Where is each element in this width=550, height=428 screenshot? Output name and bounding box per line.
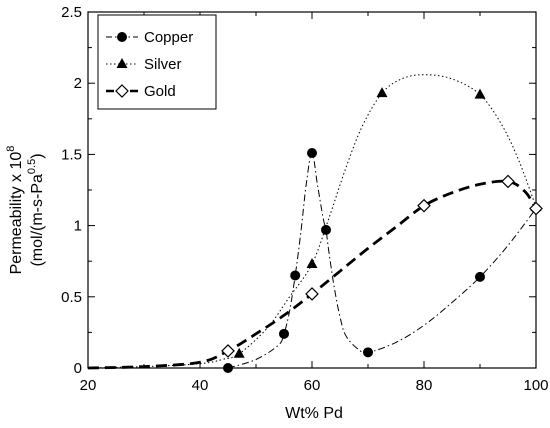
gold-series-line	[87, 179, 538, 370]
x-tick-labels: 20 40 60 80 100	[80, 377, 549, 394]
gold-point	[417, 198, 431, 213]
y-tick-label: 1.5	[61, 146, 82, 163]
legend: Copper Silver Gold	[97, 14, 217, 110]
x-tick-label: 20	[80, 377, 97, 394]
copper-point	[475, 271, 485, 282]
x-tick-label: 100	[523, 377, 548, 394]
y-tick-label: 0	[74, 360, 82, 377]
legend-gold-label: Gold	[144, 83, 176, 100]
copper-point	[223, 363, 233, 373]
x-axis-title: Wt% Pd	[285, 405, 343, 422]
silver-point	[233, 347, 245, 358]
y-axis-title-line1: Permeability x 108	[5, 146, 25, 275]
gold-point	[529, 201, 543, 216]
data-markers	[221, 87, 543, 373]
copper-point	[279, 328, 289, 339]
legend-silver-marker	[116, 58, 128, 68]
silver-series-line	[87, 74, 537, 369]
silver-point	[306, 258, 318, 269]
y-tick-label: 1	[74, 218, 82, 235]
legend-copper-label: Copper	[144, 29, 193, 46]
copper-point	[321, 224, 331, 235]
y-axis-title: Permeability x 108 (mol/(m-s-Pa0.5)	[5, 146, 46, 275]
legend-gold-marker	[115, 84, 129, 98]
x-tick-label: 60	[304, 377, 321, 394]
x-tick-label: 40	[192, 377, 209, 394]
copper-point	[363, 347, 373, 358]
gold-point	[305, 287, 319, 301]
copper-series-line	[227, 152, 537, 369]
gold-point	[501, 174, 515, 189]
y-tick-label: 2.5	[61, 4, 82, 21]
y-tick-labels: 0 0.5 1 1.5 2 2.5	[61, 4, 82, 377]
copper-point	[307, 147, 317, 158]
silver-point	[474, 88, 486, 99]
copper-point	[290, 270, 301, 281]
legend-silver-label: Silver	[144, 56, 182, 73]
y-axis-title-line2: (mol/(m-s-Pa0.5)	[26, 153, 46, 266]
y-tick-label: 0.5	[61, 289, 82, 306]
x-tick-label: 80	[416, 377, 433, 394]
legend-copper-marker	[117, 32, 127, 42]
y-tick-label: 2	[74, 75, 82, 92]
gold-point	[221, 344, 235, 358]
silver-point	[376, 87, 388, 98]
